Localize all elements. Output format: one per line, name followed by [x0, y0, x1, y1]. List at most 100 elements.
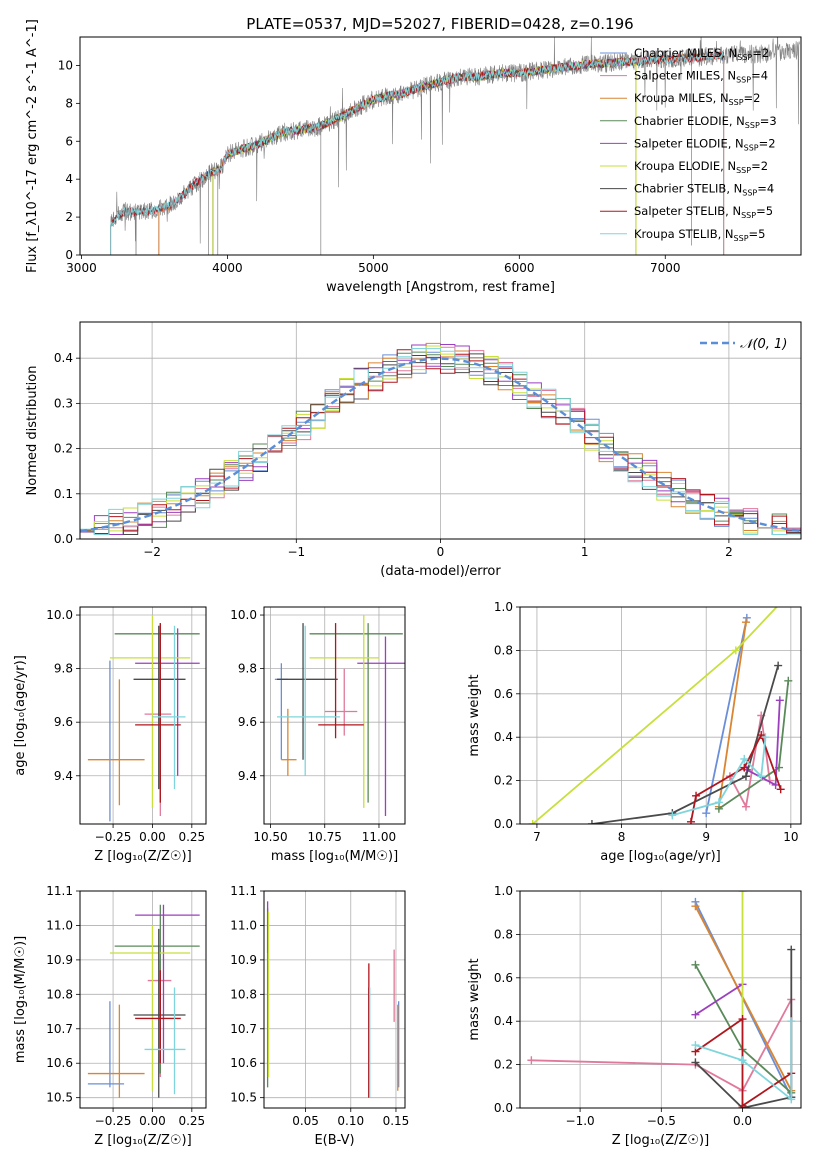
y-tick-label: 9.4	[54, 769, 73, 783]
weight-marker	[692, 791, 701, 800]
x-axis-label: Z [log₁₀(Z/Z☉)]	[94, 1133, 191, 1148]
legend-suffix: =5	[749, 227, 766, 241]
mass-vs-z-panel: −0.25 0.00 0.25 10.5 10.6 10.7 10.8 10.9 11.0 11.…	[13, 884, 207, 1148]
legend-subscript: SSP	[736, 76, 751, 85]
weight-marker	[738, 891, 747, 895]
model-line-7	[110, 51, 724, 227]
y-tick-label: 0.6	[494, 687, 513, 701]
y-tick-label: 8	[65, 96, 73, 110]
age-vs-mass-plot-area	[274, 615, 405, 816]
spectrum-plot-area	[110, 37, 800, 255]
x-tick-label: 10.75	[308, 830, 342, 844]
x-axis-label: (data-model)/error	[380, 564, 501, 579]
legend-suffix: =5	[756, 204, 773, 218]
y-tick-label: 9.6	[54, 715, 73, 729]
y-tick-label: 9.4	[238, 769, 257, 783]
histogram-step-7	[80, 349, 801, 534]
gaussian-curve	[80, 357, 801, 533]
y-tick-label: 0.1	[54, 487, 73, 501]
weight-marker	[777, 599, 785, 607]
y-tick-label: 10.0	[230, 608, 257, 622]
weight-marker	[741, 618, 750, 627]
y-tick-label: 10.8	[46, 987, 73, 1001]
weight-line-7	[690, 732, 782, 822]
model-line-3	[212, 56, 637, 176]
y-tick-label: 0.2	[494, 774, 513, 788]
legend-suffix: =4	[751, 69, 768, 83]
y-tick-label: 10	[58, 58, 73, 72]
x-tick-label: 3000	[66, 261, 97, 275]
y-tick-label: 0.0	[494, 817, 513, 831]
weight-vs-age-panel: 7 8 9 10 0.0 0.2 0.4 0.6 0.8 1.0 age [log₁₀(age/yr…	[467, 599, 802, 864]
x-tick-label: −0.25	[95, 830, 132, 844]
legend-suffix: =2	[751, 159, 768, 173]
axes-frame	[519, 890, 802, 1109]
figure-title: PLATE=0537, MJD=52027, FIBERID=0428, z=0…	[246, 15, 633, 33]
y-tick-label: 1.0	[494, 600, 513, 614]
y-tick-label: 6	[65, 134, 73, 148]
axes-frame	[79, 606, 207, 825]
weight-marker	[686, 817, 695, 824]
histogram-step-4	[80, 344, 801, 535]
x-axis-label: mass [log₁₀(M/M☉)]	[271, 849, 398, 864]
y-tick-label: 0.6	[494, 971, 513, 985]
weight-marker	[761, 733, 770, 742]
legend-entry: Chabrier ELODIE, NSSP=3	[634, 114, 777, 130]
y-axis-label: Normed distribution	[25, 366, 40, 496]
weight-marker	[702, 809, 711, 818]
x-tick-label: 0.0	[733, 1114, 752, 1128]
mass-vs-ebv-plot-area	[266, 901, 400, 1098]
mass-vs-z-plot-area	[87, 904, 200, 1098]
axes-frame	[263, 890, 406, 1109]
x-axis-label: age [log₁₀(age/yr)]	[600, 849, 721, 864]
y-tick-label: 0.8	[494, 643, 513, 657]
y-tick-label: 9.8	[238, 662, 257, 676]
x-tick-label: 4000	[212, 261, 243, 275]
x-tick-label: 9	[702, 830, 710, 844]
weight-marker	[731, 646, 740, 655]
weight-marker	[691, 960, 700, 969]
x-tick-label: 1	[581, 545, 589, 559]
y-tick-label: 0.3	[54, 396, 73, 410]
weight-marker	[774, 661, 783, 670]
y-tick-label: 10.9	[230, 953, 257, 967]
weight-marker	[757, 772, 766, 781]
weight-marker	[741, 772, 750, 781]
legend-entry: Salpeter MILES, NSSP=4	[634, 69, 768, 85]
legend-suffix: =3	[760, 114, 777, 128]
x-tick-label: 0.15	[383, 1114, 410, 1128]
legend-suffix: =2	[744, 91, 761, 105]
histogram-step-6	[80, 353, 801, 535]
y-tick-label: 0.4	[494, 730, 513, 744]
x-tick-label: 6000	[504, 261, 535, 275]
weight-marker	[787, 945, 796, 954]
legend-entry: Chabrier MILES, NSSP=2	[634, 46, 769, 62]
y-tick-label: 10.0	[46, 608, 73, 622]
x-tick-label: −1.0	[566, 1114, 595, 1128]
model-line-8	[110, 50, 724, 227]
spectrum-legend: Chabrier MILES, NSSP=2 Salpeter MILES, NS…	[600, 46, 777, 243]
x-tick-label: 7000	[650, 261, 681, 275]
weight-vs-z-panel: −1.0 −0.5 0.0 0.0 0.2 0.4 0.6 0.8 1.0 Z [log₁₀(Z/…	[467, 884, 802, 1148]
y-tick-label: 10.9	[46, 953, 73, 967]
mass-vs-ebv-panel: 0.05 0.10 0.15 10.5 10.6 10.7 10.8 10.9 11.0 11.1…	[230, 884, 409, 1148]
weight-marker	[740, 754, 749, 763]
x-tick-label: −0.25	[95, 1114, 132, 1128]
age-vs-z-plot-area	[87, 615, 200, 822]
x-axis-label: Z [log₁₀(Z/Z☉)]	[94, 849, 191, 864]
x-tick-label: 11.00	[362, 830, 396, 844]
y-tick-label: 11.0	[46, 918, 73, 932]
x-tick-label: 8	[618, 830, 626, 844]
legend-entry: Kroupa MILES, NSSP=2	[634, 91, 760, 107]
x-tick-label: 10	[783, 830, 798, 844]
legend-subscript: SSP	[734, 234, 749, 243]
x-axis-label: wavelength [Angstrom, rest frame]	[326, 280, 555, 295]
legend-entry: Kroupa STELIB, NSSP=5	[634, 227, 765, 243]
spectrum-panel: 3000 4000 5000 6000 7000 0 2 4 6 8 10 wavelength [A…	[25, 19, 802, 295]
legend-suffix: =2	[752, 46, 769, 60]
axes-frame	[79, 36, 802, 256]
weight-marker	[741, 802, 750, 811]
y-tick-label: 0.0	[54, 532, 73, 546]
y-axis-label: mass [log₁₀(M/M☉)]	[13, 936, 28, 1063]
